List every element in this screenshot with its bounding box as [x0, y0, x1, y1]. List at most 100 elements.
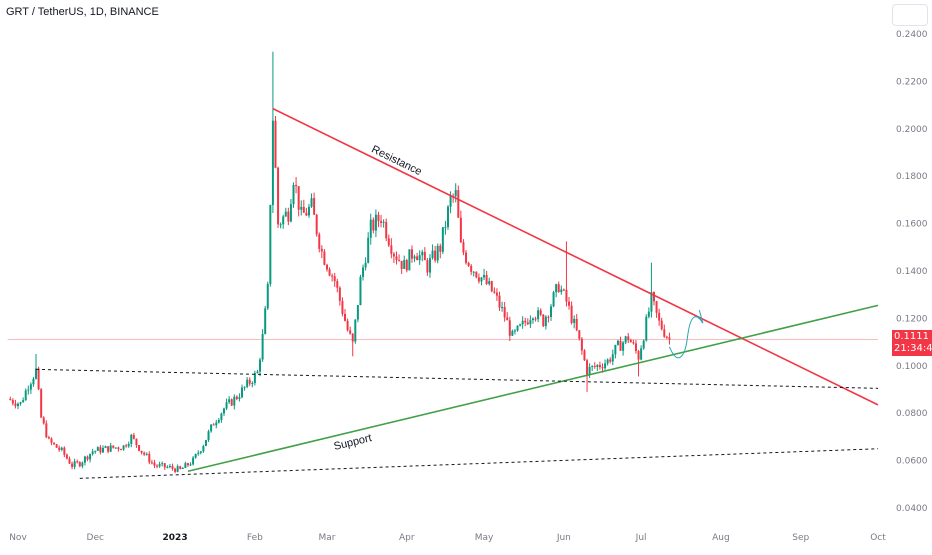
candle-body: [465, 252, 468, 263]
candle-body: [372, 219, 375, 231]
candle-body: [619, 340, 622, 351]
chart-settings-button[interactable]: [892, 4, 928, 26]
candle-body: [32, 378, 35, 385]
candle-body: [495, 292, 498, 296]
candle-body: [351, 333, 354, 342]
candle-body: [483, 274, 486, 278]
candle-body: [320, 248, 323, 252]
dashed-channel-line[interactable]: [36, 368, 879, 389]
candle-body: [640, 348, 643, 360]
candle-body: [655, 301, 658, 313]
candle-body: [302, 206, 305, 213]
candle-body: [542, 314, 545, 327]
candle-body: [300, 206, 303, 210]
candle-body: [508, 320, 511, 336]
candle-body: [346, 320, 349, 331]
candle-body: [135, 438, 138, 446]
price-axis[interactable]: 0.0400 0.0600 0.0800 0.1000 0.1200 0.1400 0.16…: [896, 30, 928, 514]
candle-body: [73, 461, 76, 467]
candle-body: [204, 440, 207, 446]
candle-body: [96, 447, 99, 451]
support-trendline[interactable]: [187, 304, 879, 473]
candle-body: [593, 365, 596, 367]
candle-body: [416, 256, 419, 261]
candle-body: [241, 387, 244, 398]
candle-body: [583, 350, 586, 361]
resistance-trendline[interactable]: [272, 107, 879, 406]
candle-body: [112, 445, 115, 448]
candle-body: [307, 206, 310, 216]
candle-body: [207, 431, 210, 441]
candle-body: [235, 396, 238, 399]
candle-body: [490, 281, 493, 292]
candle-body: [449, 195, 452, 207]
candle-body: [310, 198, 313, 207]
candle-body: [305, 212, 308, 216]
candle-body: [565, 289, 568, 302]
candle-body: [506, 317, 509, 321]
candle-body: [591, 365, 594, 367]
candle-body: [498, 295, 501, 308]
x-tick-label: Aug: [712, 533, 730, 543]
candle-body: [338, 287, 341, 301]
symbol-title: GRT / TetherUS, 1D, BINANCE: [6, 6, 159, 18]
x-tick-label: Dec: [87, 533, 104, 543]
candle-body: [202, 445, 205, 452]
candle-body: [604, 363, 607, 369]
candle-body: [197, 452, 200, 455]
candles: [9, 51, 671, 474]
candle-body: [29, 384, 32, 390]
y-tick-label: 0.1200: [896, 314, 928, 324]
candle-body: [192, 457, 195, 465]
candle-body: [117, 447, 120, 450]
candle-body: [634, 343, 637, 352]
candle-body: [454, 190, 457, 197]
candle-body: [431, 250, 434, 259]
candle-body: [295, 184, 298, 187]
candle-body: [624, 336, 627, 343]
candle-body: [215, 422, 218, 426]
candle-body: [104, 446, 107, 448]
projection-arrowhead: [697, 309, 704, 324]
candle-body: [148, 453, 151, 463]
y-tick-label: 0.0400: [896, 504, 928, 514]
trend-lines[interactable]: [36, 107, 879, 479]
candle-body: [246, 379, 249, 387]
y-tick-label: 0.1000: [896, 362, 928, 372]
y-tick-label: 0.2200: [896, 77, 928, 87]
y-tick-label: 0.0600: [896, 457, 928, 467]
last-price-value: 0.1111: [894, 331, 929, 343]
candle-body: [58, 447, 61, 450]
candle-body: [539, 310, 542, 315]
time-axis[interactable]: Nov Dec 2023 Feb Mar Apr May Jun Jul Aug Sep Oct: [9, 533, 886, 543]
candle-body: [271, 120, 274, 206]
candle-body: [441, 227, 444, 252]
candle-body: [27, 389, 30, 391]
candle-body: [161, 463, 164, 465]
candle-body: [629, 340, 632, 343]
candle-body: [480, 277, 483, 282]
candle-body: [609, 359, 612, 362]
dashed-channel-line[interactable]: [79, 448, 879, 479]
candle-body: [47, 437, 50, 439]
candle-body: [555, 284, 558, 293]
candle-body: [14, 403, 17, 407]
candle-body: [186, 463, 189, 466]
candle-body: [315, 214, 318, 235]
x-tick-label: Jul: [635, 533, 647, 543]
candle-body: [238, 397, 241, 399]
candle-body: [194, 454, 197, 458]
candle-body: [462, 242, 465, 253]
candle-body: [663, 329, 666, 337]
candle-body: [284, 211, 287, 217]
candle-body: [328, 269, 331, 276]
candle-body: [444, 227, 447, 229]
candle-body: [109, 445, 112, 452]
candle-body: [529, 320, 532, 325]
candle-body: [228, 399, 231, 403]
candle-body: [140, 450, 143, 453]
x-tick-label: Sep: [792, 533, 809, 543]
candle-body: [544, 316, 547, 327]
